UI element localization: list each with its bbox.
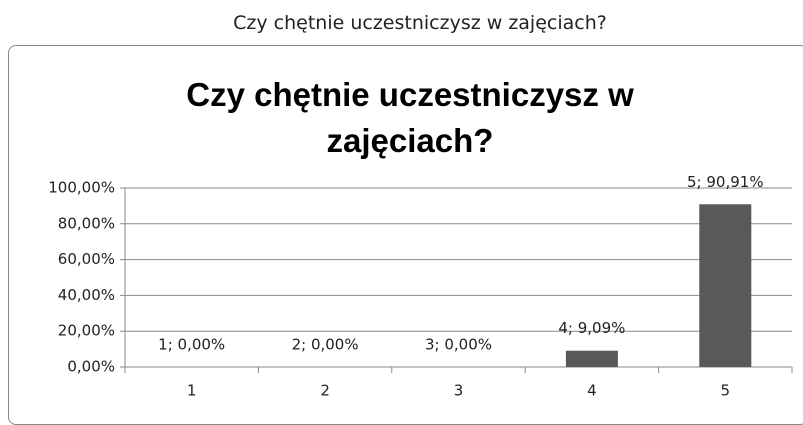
x-tick-label: 3 xyxy=(454,382,464,400)
y-tick-label: 60,00% xyxy=(58,250,115,268)
x-tick-label: 4 xyxy=(587,382,597,400)
chart: 0,00% 20,00% 40,00% 60,00% 80,00% 100,00% 1 1; … xyxy=(48,173,793,400)
x-tick-label: 5 xyxy=(721,382,731,400)
value-label: 5; 90,91% xyxy=(687,173,764,191)
y-tick-label: 40,00% xyxy=(58,286,115,304)
value-label: 1; 0,00% xyxy=(158,336,225,354)
bar xyxy=(699,204,752,367)
caption: Czy chętnie uczestniczysz w zajęciach? xyxy=(233,12,607,34)
y-tick-label: 20,00% xyxy=(58,322,115,340)
x-tick-label: 1 xyxy=(187,382,197,400)
value-label: 4; 9,09% xyxy=(558,319,625,337)
chart-title: Czy chętnie uczestniczysz w zajęciach? xyxy=(186,76,634,159)
value-label: 2; 0,00% xyxy=(292,336,359,354)
page: Czy chętnie uczestniczysz w zajęciach? C… xyxy=(8,12,803,425)
bar xyxy=(565,350,618,367)
y-tick-label: 80,00% xyxy=(58,214,115,232)
x-tick-label: 2 xyxy=(320,382,330,400)
y-tick-label: 0,00% xyxy=(67,358,115,376)
value-label: 3; 0,00% xyxy=(425,336,492,354)
y-tick-label: 100,00% xyxy=(48,179,115,197)
